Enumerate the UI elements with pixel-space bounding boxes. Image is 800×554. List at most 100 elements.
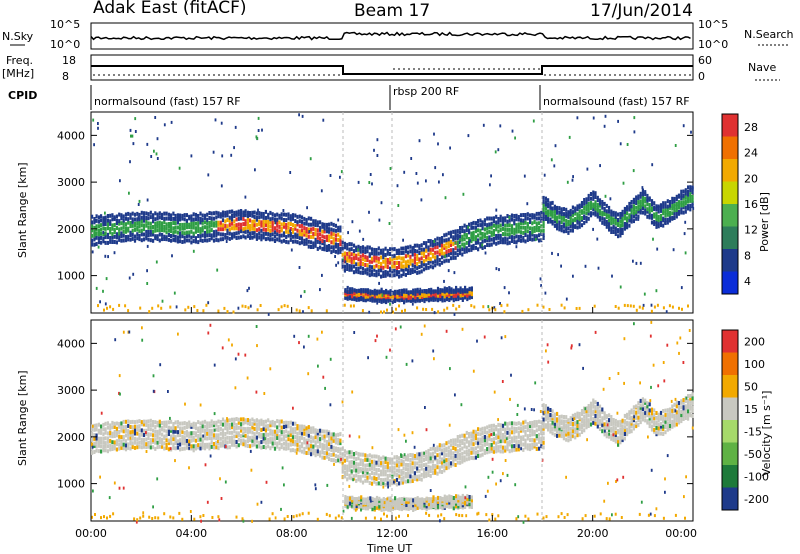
data-cell [294,426,297,431]
data-cell [526,229,529,234]
data-cell [637,410,640,415]
data-cell [650,407,654,412]
data-cell [418,498,421,503]
data-cell [203,446,207,451]
data-cell [303,221,306,226]
data-cell [436,453,439,458]
data-cell [560,434,563,439]
data-cell [210,228,213,233]
data-cell [431,466,435,471]
data-cell [499,233,502,238]
data-cell [594,191,597,196]
data-cell [352,256,356,261]
ground-speckle [259,304,262,307]
data-cell [208,432,211,437]
data-cell [377,264,380,269]
data-cell [425,457,428,461]
data-cell [662,201,665,206]
data-cell [221,428,225,433]
data-cell [352,249,356,254]
data-cell [501,240,505,245]
data-cell [282,231,286,236]
data-cell [237,420,240,425]
data-cell [395,477,398,482]
data-cell [377,476,380,480]
data-cell [497,431,500,436]
data-cell [657,209,660,214]
data-cell [127,220,130,225]
data-cell [138,428,141,433]
data-cell [497,445,500,450]
data-cell [553,223,556,228]
data-cell [610,226,613,231]
data-cell [95,436,98,441]
data-cell [253,219,256,224]
data-cell [212,223,216,228]
data-cell [185,221,188,226]
data-cell [495,425,498,429]
data-cell [689,188,692,193]
data-cell [440,451,444,456]
data-cell [675,415,678,420]
data-cell [142,227,146,232]
data-cell [165,442,168,447]
data-cell [389,508,392,513]
data-cell [619,230,622,235]
data-cell [673,402,676,407]
data-cell [366,470,369,475]
data-cell [488,449,491,454]
data-cell [671,414,674,419]
data-cell [310,444,313,449]
data-cell [298,424,301,429]
data-cell [504,421,507,426]
data-cell [456,438,459,443]
data-cell [351,294,354,299]
ground-speckle [678,306,680,310]
data-cell [271,212,274,217]
data-cell [454,442,457,447]
data-cell [463,237,466,242]
data-cell [280,419,283,424]
data-cell [431,247,435,252]
scatter-cell [467,225,470,229]
data-cell [425,462,428,467]
data-cell [632,413,635,417]
data-cell [350,260,353,265]
data-cell [215,223,218,228]
y-tick-label: 2000 [57,223,85,236]
data-cell [113,446,116,451]
data-cell [574,430,577,435]
scatter-cell [376,154,379,157]
data-cell [131,236,134,241]
data-cell [287,240,290,245]
data-cell [325,225,328,230]
data-cell [542,214,545,219]
ground-speckle [437,310,440,314]
data-cell [461,439,464,443]
data-cell [113,421,116,426]
data-cell [138,234,141,238]
data-cell [497,240,500,245]
data-cell [167,233,170,237]
data-cell [589,414,593,419]
data-cell [201,420,204,425]
data-cell [285,218,288,223]
data-cell [127,423,130,428]
data-cell [492,449,495,454]
data-cell [127,445,130,450]
data-cell [364,467,367,472]
data-cell [680,410,683,414]
data-cell [127,237,130,242]
scatter-cell [526,202,529,206]
scatter-cell [560,264,562,268]
data-cell [449,234,453,239]
data-cell [398,497,401,502]
data-cell [416,456,419,461]
data-cell [393,247,396,252]
data-cell [382,460,385,465]
data-cell [547,427,550,432]
ground-speckle [298,309,301,313]
scatter-cell [357,180,360,184]
data-cell [269,446,272,451]
data-cell [251,443,254,448]
